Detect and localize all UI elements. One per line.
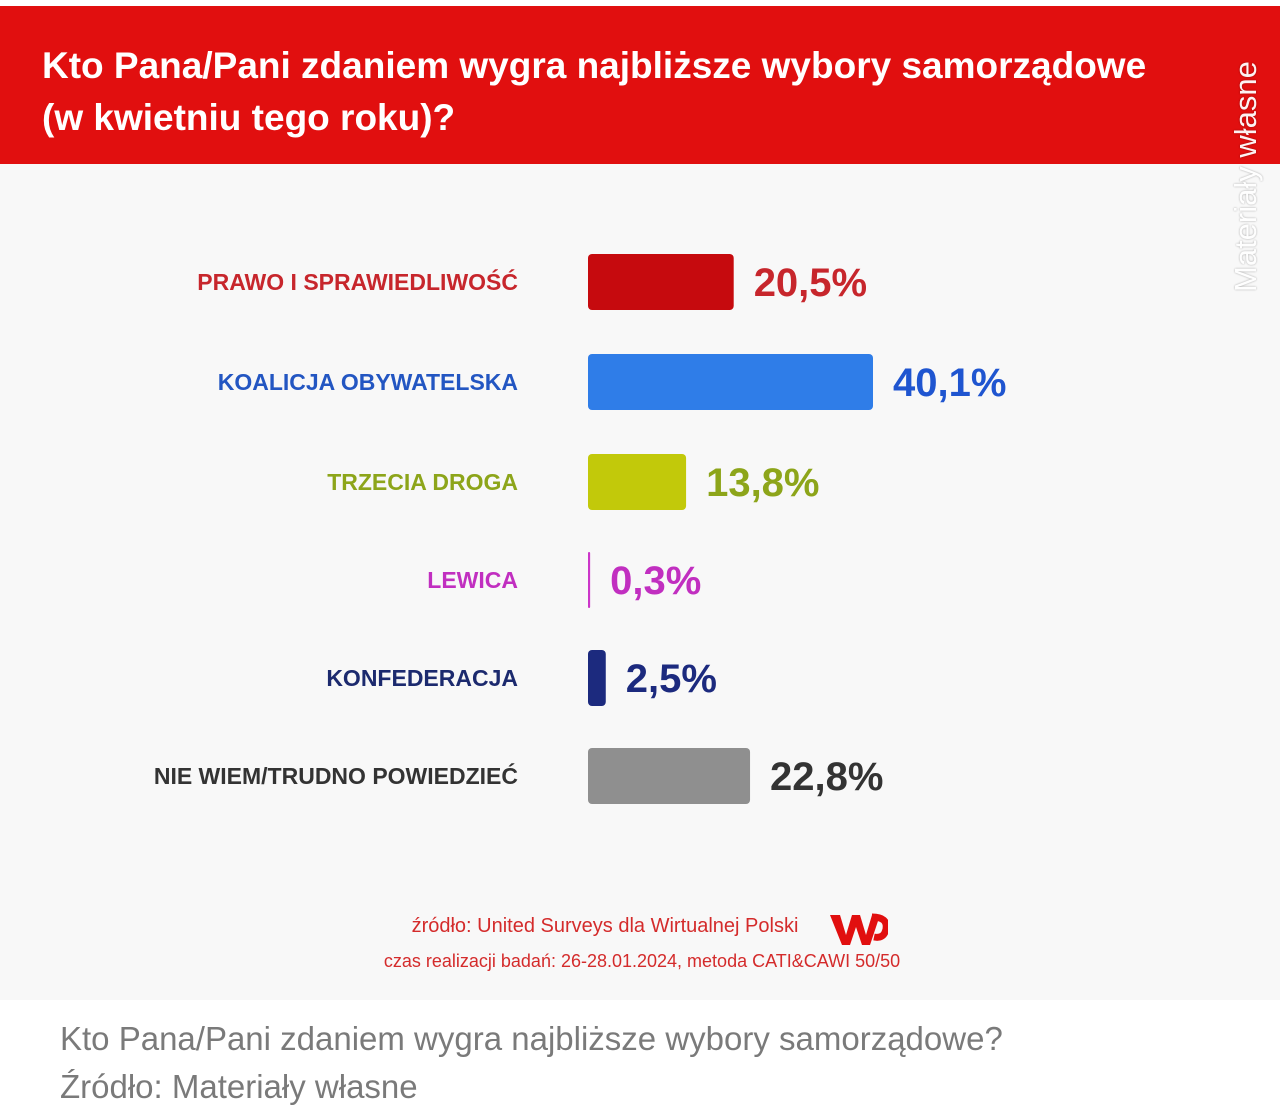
caption-title: Kto Pana/Pani zdaniem wygra najbliższe w…	[60, 1020, 1003, 1057]
category-label: NIE WIEM/TRUDNO POWIEDZIEĆ	[154, 762, 518, 789]
caption-source: Źródło: Materiały własne	[60, 1068, 418, 1105]
bar-chart: PRAWO I SPRAWIEDLIWOŚĆ 20,5% KOALICJA OBYW…	[154, 254, 1006, 804]
top-strip	[0, 0, 1284, 6]
source-text: źródło: United Surveys dla Wirtualnej Po…	[411, 915, 799, 937]
wp-logo	[830, 913, 888, 945]
bar	[588, 454, 687, 510]
infographic-card: Kto Pana/Pani zdaniem wygra najbliższe w…	[0, 6, 1280, 1000]
value-label: 40,1%	[893, 361, 1006, 405]
watermark: Materiały własne	[1228, 61, 1263, 292]
chart-title: Kto Pana/Pani zdaniem wygra najbliższe w…	[42, 45, 1147, 138]
category-label: KOALICJA OBYWATELSKA	[218, 369, 518, 395]
value-label: 0,3%	[610, 559, 701, 603]
bar	[588, 650, 606, 706]
category-label: TRZECIA DROGA	[327, 469, 518, 495]
bar	[588, 354, 873, 410]
category-label: PRAWO I SPRAWIEDLIWOŚĆ	[197, 268, 518, 295]
value-label: 22,8%	[770, 755, 883, 799]
value-label: 13,8%	[706, 461, 819, 505]
bar	[588, 748, 751, 804]
category-label: LEWICA	[427, 567, 518, 593]
value-label: 2,5%	[626, 657, 717, 701]
source-line: źródło: United Surveys dla Wirtualnej Po…	[0, 915, 1250, 938]
header-banner: Kto Pana/Pani zdaniem wygra najbliższe w…	[0, 6, 1280, 164]
category-label: KONFEDERACJA	[326, 665, 518, 691]
survey-method: czas realizacji badań: 26-28.01.2024, me…	[383, 951, 901, 971]
value-label: 20,5%	[754, 261, 867, 305]
bar	[588, 552, 591, 608]
bar	[588, 254, 734, 310]
